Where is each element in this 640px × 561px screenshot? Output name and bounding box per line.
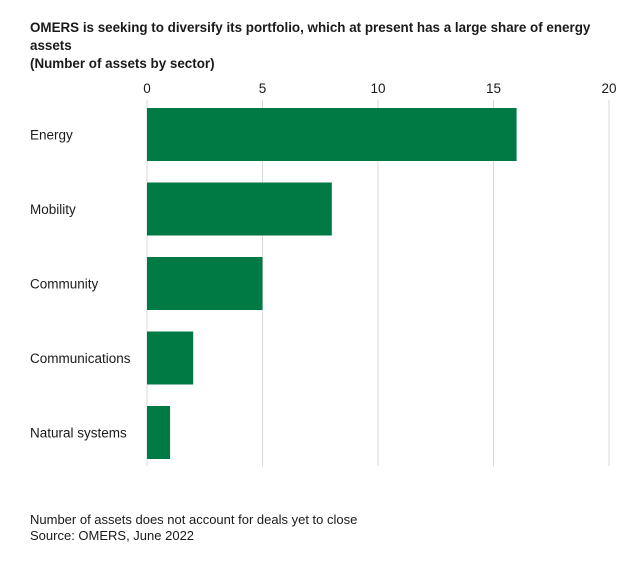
category-labels: Energy Mobility Community Communications Nat…	[30, 128, 131, 441]
bar-mobility	[147, 182, 332, 236]
chart-title-block: OMERS is seeking to diversify its portfo…	[30, 19, 630, 73]
x-tick-label-0: 0	[143, 81, 151, 96]
chart-subtitle: (Number of assets by sector)	[30, 56, 215, 71]
source-note: Source: OMERS, June 2022	[30, 528, 195, 543]
x-tick-label-10: 10	[370, 81, 385, 96]
bar-energy	[147, 108, 517, 161]
category-label-community: Community	[30, 277, 99, 292]
chart-notes: Number of assets does not account for de…	[30, 512, 357, 544]
bar-communications	[147, 331, 194, 385]
category-label-energy: Energy	[30, 128, 73, 143]
footnote: Number of assets does not account for de…	[30, 512, 358, 527]
category-label-natural-systems: Natural systems	[30, 426, 127, 441]
chart-title: OMERS is seeking to diversify its portfo…	[30, 20, 591, 53]
x-tick-label-5: 5	[259, 81, 267, 96]
bar-community	[147, 257, 263, 310]
category-label-mobility: Mobility	[30, 202, 76, 217]
bars	[147, 108, 517, 459]
x-axis-tick-labels: 0 5 10 15 20	[143, 81, 616, 96]
x-tick-label-20: 20	[601, 81, 616, 96]
category-label-communications: Communications	[30, 351, 131, 366]
x-tick-label-15: 15	[486, 81, 501, 96]
bar-natural-systems	[147, 406, 171, 459]
